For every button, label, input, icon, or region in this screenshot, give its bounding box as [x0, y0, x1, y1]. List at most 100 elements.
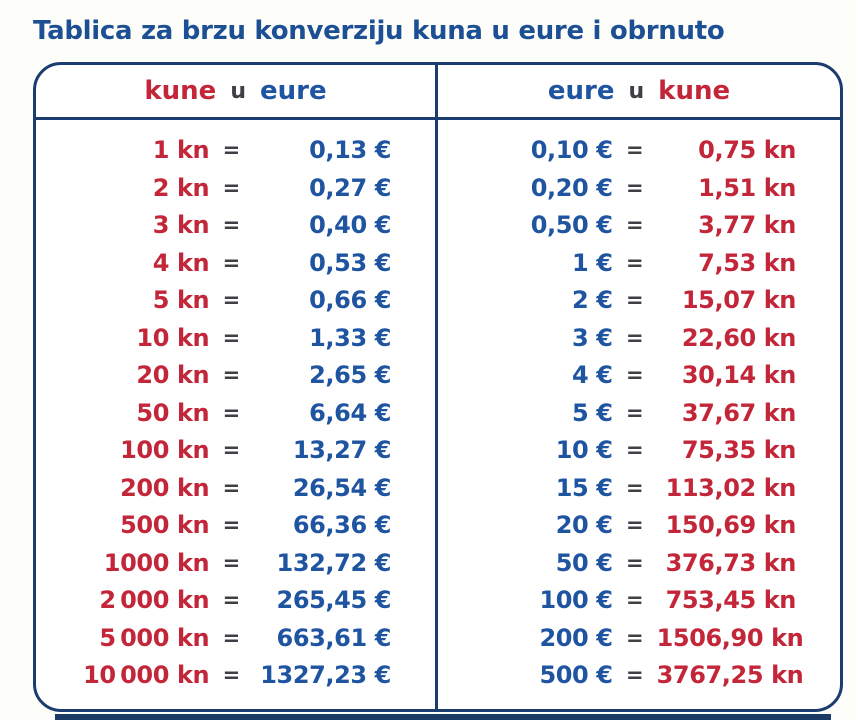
page-title: Tablica za brzu konverziju kuna u eure i… — [33, 16, 725, 46]
equals-sign: = — [222, 663, 241, 687]
kuna-amount: 4 kn — [152, 248, 210, 277]
kune-to-eure-rows: 1 kn = 0,13 € 2 kn = 0,27 € 3 kn = 0,40 € 4 kn = 0,… — [36, 120, 435, 709]
euro-amount: 10 € — [555, 436, 613, 464]
right-column-header: eure u kune — [438, 65, 840, 120]
euro-amount: 15 € — [555, 473, 613, 502]
table-row: 0,20 € = 1,51 kn — [450, 173, 797, 202]
equals-sign: = — [222, 438, 241, 462]
kuna-amount: 200 kn — [120, 473, 210, 502]
kuna-value: 3767,25 kn — [656, 661, 804, 689]
kuna-value: 0,75 kn — [698, 136, 796, 164]
equals-sign: = — [626, 138, 644, 162]
table-row: 2 kn = 0,27 € — [48, 173, 392, 202]
header-conjunction: u — [628, 78, 645, 104]
equals-sign: = — [222, 513, 241, 537]
kuna-value: 113,02 kn — [665, 473, 797, 502]
table-row: 50 kn = 6,64 € — [48, 399, 391, 427]
table-row: 3 € = 22,60 kn — [450, 324, 796, 352]
equals-sign: = — [626, 625, 644, 650]
equals-sign: = — [626, 250, 644, 275]
header-conjunction: u — [230, 78, 246, 104]
kuna-value: 22,60 kn — [681, 323, 797, 352]
equals-sign: = — [626, 213, 644, 237]
equals-sign: = — [626, 588, 644, 612]
equals-sign: = — [626, 475, 644, 500]
kuna-amount: 1 kn — [152, 136, 210, 164]
euro-amount: 0,50 € — [530, 211, 613, 239]
table-row: 5 000 kn = 663,61 € — [48, 624, 391, 652]
kuna-value: 37,67 kn — [681, 398, 797, 427]
table-row: 100 € = 753,45 kn — [450, 586, 796, 614]
euro-amount: 4 € — [572, 361, 613, 389]
equals-sign: = — [222, 325, 241, 350]
kuna-amount: 10 kn — [136, 323, 210, 352]
table-row: 50 € = 376,73 kn — [450, 548, 797, 577]
kuna-value: 7,53 kn — [698, 248, 796, 277]
euro-value: 132,72 € — [276, 548, 392, 577]
kuna-amount: 500 kn — [120, 511, 210, 539]
table-row: 5 kn = 0,66 € — [48, 286, 392, 314]
table-row: 4 kn = 0,53 € — [48, 248, 392, 277]
kuna-amount: 1000 kn — [103, 548, 210, 577]
euro-value: 13,27 € — [292, 436, 392, 464]
kuna-amount: 50 kn — [136, 398, 210, 427]
equals-sign: = — [626, 513, 644, 537]
eure-to-kune-rows: 0,10 € = 0,75 kn 0,20 € = 1,51 kn 0,50 € = 3,77 … — [438, 120, 840, 709]
table-row: 0,10 € = 0,75 kn — [450, 136, 797, 164]
header-eure-label: eure — [260, 76, 327, 106]
equals-sign: = — [222, 475, 241, 500]
equals-sign: = — [626, 550, 644, 575]
kuna-value: 150,69 kn — [665, 511, 797, 539]
equals-sign: = — [222, 625, 241, 650]
equals-sign: = — [222, 138, 241, 162]
euro-amount: 200 € — [539, 623, 613, 652]
equals-sign: = — [222, 363, 241, 387]
table-row: 5 € = 37,67 kn — [450, 399, 796, 427]
table-row: 1 kn = 0,13 € — [48, 136, 392, 164]
euro-amount: 0,20 € — [530, 173, 613, 202]
euro-value: 2,65 € — [309, 361, 391, 389]
equals-sign: = — [626, 363, 644, 387]
euro-amount: 3 € — [572, 323, 613, 352]
table-row: 15 € = 113,02 kn — [450, 473, 797, 502]
table-row: 100 kn = 13,27 € — [48, 436, 391, 464]
euro-amount: 500 € — [539, 661, 613, 689]
kuna-value: 1,51 kn — [698, 173, 796, 202]
kuna-amount: 10 000 kn — [83, 661, 210, 689]
euro-amount: 0,10 € — [530, 136, 613, 164]
equals-sign: = — [626, 175, 644, 200]
equals-sign: = — [626, 325, 644, 350]
kuna-amount: 5 kn — [152, 286, 210, 314]
equals-sign: = — [222, 550, 241, 575]
table-row: 20 kn = 2,65 € — [48, 361, 391, 389]
kuna-value: 376,73 kn — [665, 548, 797, 577]
equals-sign: = — [626, 438, 644, 462]
euro-value: 0,66 € — [309, 286, 391, 314]
euro-value: 26,54 € — [292, 473, 392, 502]
table-row: 10 kn = 1,33 € — [48, 324, 391, 352]
kune-to-eure-column: kune u eure 1 kn = 0,13 € 2 kn = 0,27 € 3 kn = 0… — [36, 65, 438, 709]
equals-sign: = — [626, 663, 644, 687]
kuna-amount: 3 kn — [152, 211, 210, 239]
euro-amount: 20 € — [555, 511, 613, 539]
header-kune-label: kune — [658, 76, 731, 106]
euro-amount: 1 € — [572, 248, 613, 277]
table-row: 2 000 kn = 265,45 € — [48, 586, 391, 614]
equals-sign: = — [222, 400, 241, 425]
table-row: 10 000 kn = 1327,23 € — [48, 661, 391, 689]
euro-value: 1327,23 € — [260, 661, 391, 689]
table-row: 10 € = 75,35 kn — [450, 436, 797, 464]
euro-value: 6,64 € — [309, 398, 391, 427]
table-row: 0,50 € = 3,77 kn — [450, 211, 797, 239]
kuna-amount: 2 kn — [152, 173, 210, 202]
kuna-amount: 100 kn — [120, 436, 210, 464]
table-row: 500 € = 3767,25 kn — [450, 661, 803, 689]
kuna-value: 3,77 kn — [698, 211, 796, 239]
equals-sign: = — [626, 288, 644, 312]
euro-value: 0,27 € — [309, 173, 391, 202]
equals-sign: = — [222, 250, 241, 275]
header-eure-label: eure — [547, 76, 615, 106]
euro-amount: 5 € — [572, 398, 613, 427]
bottom-edge-bar — [55, 714, 831, 720]
equals-sign: = — [222, 288, 241, 312]
